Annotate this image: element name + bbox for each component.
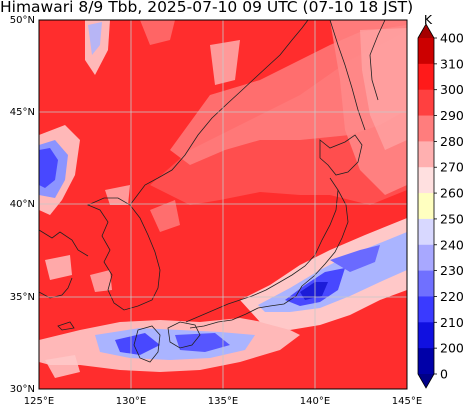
colorbar-ticks: 400 310 300 290 280 270 260 250 240 230 220 210 200 0 [434,31,464,382]
colorbar-extend-min [418,374,434,388]
coast-china-north [39,229,89,257]
coast-kyushu [133,325,161,363]
north-pink-patch [140,20,175,45]
colorbar-segment [418,244,434,272]
map-frame [38,19,408,390]
colorbar-segment [418,115,434,142]
lat-label-35n: 35°N [10,292,35,303]
coast-korean-peninsula [86,197,161,311]
north-cloud [210,40,240,85]
colorbar-segment [418,270,434,297]
colorbar-tick-label: 270 [440,160,464,175]
coastlines [39,20,386,363]
colorbar-tick-label: 200 [440,341,464,356]
gridlines [39,20,407,389]
lon-label-130e: 130°E [116,396,146,407]
colorbar-segment [418,63,434,91]
southern-core-2 [175,333,230,352]
coast-shandong [39,277,73,299]
colorbar-tick-label: 400 [440,31,464,46]
colorbar-tick-label: 0 [440,367,448,382]
cloud-spot-korea-south [90,270,112,292]
coast-sakhalin-west [329,20,366,131]
coast-hokkaido [319,134,363,176]
colorbar-tick-label: 290 [440,108,464,123]
colorbar-segment [418,89,434,117]
coast-shikoku [167,321,201,349]
lat-label-50n: 50°N [10,15,35,26]
colorbar-segment [418,348,434,375]
colorbar-segment [418,322,434,349]
colorbar-tick-label: 230 [440,263,464,278]
colorbar-tick-label: 210 [440,315,464,330]
coast-jeju [57,321,75,331]
colorbar [417,23,435,389]
coast-honshu-south [189,285,303,329]
colorbar-tick-label: 260 [440,186,464,201]
southern-core-1 [115,333,160,355]
colorbar-segment [418,296,434,323]
colorbar-tick-label: 240 [440,237,464,252]
lon-label-140e: 140°E [300,396,330,407]
colorbar-tick-label: 250 [440,211,464,226]
colorbar-tick-label: 220 [440,289,464,304]
lat-label-45n: 45°N [10,107,35,118]
frontal-core-deep [300,282,328,300]
lon-label-145e: 145°E [392,396,422,407]
west-cloud-deep [39,148,58,188]
coast-honshu-north [185,177,339,323]
lat-label-40n: 40°N [10,199,35,210]
frontal-core-2 [330,245,380,272]
map-title: Himawari 8/9 Tbb, 2025-07-10 09 UTC (07-… [0,0,414,16]
lon-label-135e: 135°E [208,396,238,407]
colorbar-segment [418,193,434,220]
colorbar-segment [418,218,434,246]
lat-label-30n: 30°N [10,384,35,395]
colorbar-tick-label: 280 [440,134,464,149]
coast-primorye [129,20,309,206]
colorbar-segment [418,167,434,194]
southwest-cloud [45,355,80,378]
coast-honshu-east [301,189,349,287]
cloud-spot-center [150,200,180,232]
colorbar-segment [418,141,434,168]
northwest-cloud-1-core [88,22,102,55]
colorbar-unit-label: K [424,12,433,27]
cloud-spot-yellow-sea [45,255,72,280]
lon-label-125e: 125°E [24,396,54,407]
colorbar-tick-label: 310 [440,56,464,71]
northeast-light-zone [360,28,407,150]
colorbar-tick-label: 300 [440,82,464,97]
colorbar-extend-max [418,24,434,38]
cloud-spot-korea-north [105,185,130,205]
colorbar-segment [418,38,434,65]
coast-sakhalin-east [369,20,386,101]
